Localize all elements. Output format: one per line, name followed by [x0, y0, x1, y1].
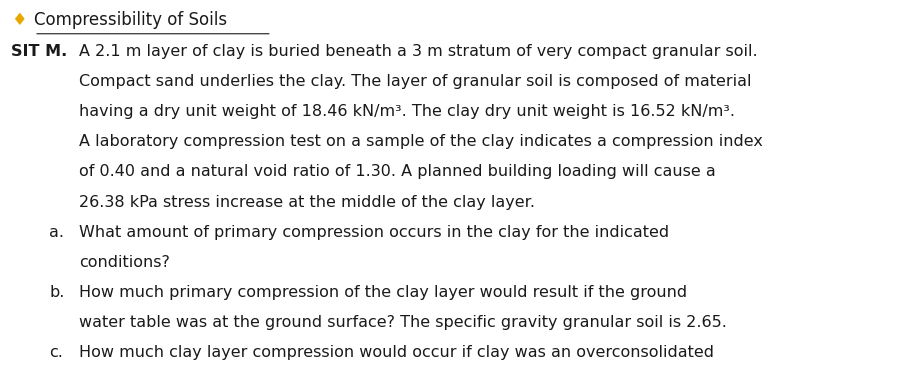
Text: ♦: ♦: [11, 11, 26, 29]
Text: How much clay layer compression would occur if clay was an overconsolidated: How much clay layer compression would oc…: [79, 345, 714, 360]
Text: A 2.1 m layer of clay is buried beneath a 3 m stratum of very compact granular s: A 2.1 m layer of clay is buried beneath …: [79, 44, 758, 59]
Text: c.: c.: [49, 345, 63, 360]
Text: Compressibility of Soils: Compressibility of Soils: [34, 11, 227, 29]
Text: What amount of primary compression occurs in the clay for the indicated: What amount of primary compression occur…: [79, 225, 669, 240]
Text: a.: a.: [49, 225, 65, 240]
Text: conditions?: conditions?: [79, 255, 170, 270]
Text: water table was at the ground surface? The specific gravity granular soil is 2.6: water table was at the ground surface? T…: [79, 315, 727, 330]
Text: Compact sand underlies the clay. The layer of granular soil is composed of mater: Compact sand underlies the clay. The lay…: [79, 74, 752, 89]
Text: SIT M.: SIT M.: [11, 44, 67, 59]
Text: 26.38 kPa stress increase at the middle of the clay layer.: 26.38 kPa stress increase at the middle …: [79, 195, 535, 210]
Text: having a dry unit weight of 18.46 kN/m³. The clay dry unit weight is 16.52 kN/m³: having a dry unit weight of 18.46 kN/m³.…: [79, 104, 735, 119]
Text: of 0.40 and a natural void ratio of 1.30. A planned building loading will cause : of 0.40 and a natural void ratio of 1.30…: [79, 164, 716, 179]
Text: How much primary compression of the clay layer would result if the ground: How much primary compression of the clay…: [79, 285, 687, 300]
Text: b.: b.: [49, 285, 65, 300]
Text: A laboratory compression test on a sample of the clay indicates a compression in: A laboratory compression test on a sampl…: [79, 134, 762, 149]
